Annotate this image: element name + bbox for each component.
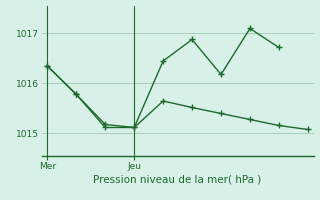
X-axis label: Pression niveau de la mer( hPa ): Pression niveau de la mer( hPa ) (93, 175, 262, 185)
